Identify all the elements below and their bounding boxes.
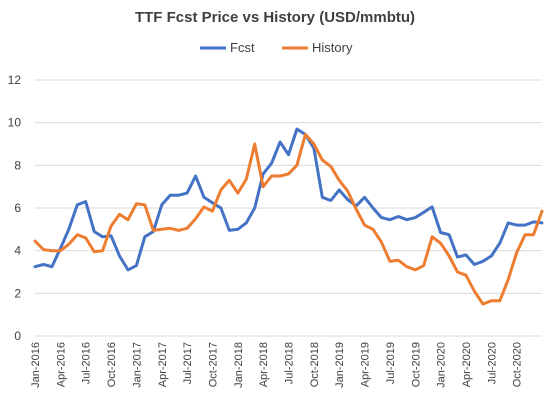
series-lines: [33, 127, 544, 306]
y-tick-label: 0: [14, 329, 21, 343]
x-tick-label: Jan-2020: [436, 342, 448, 388]
x-tick-label: Jan-2017: [131, 342, 143, 388]
legend-label-fcst: Fcst: [230, 40, 255, 55]
legend: Fcst History: [200, 40, 353, 55]
x-tick-label: Jul-2020: [486, 342, 498, 384]
y-tick-label: 12: [8, 73, 22, 87]
y-tick-label: 2: [14, 286, 21, 300]
x-tick-label: Apr-2016: [55, 342, 67, 387]
legend-item-history[interactable]: History: [282, 40, 353, 55]
legend-item-fcst[interactable]: Fcst: [200, 40, 255, 55]
x-tick-label: Jan-2019: [334, 342, 346, 388]
x-tick-label: Jul-2016: [81, 342, 93, 384]
x-tick-label: Jul-2018: [284, 342, 296, 384]
series-line-history: [33, 132, 544, 306]
x-tick-label: Oct-2017: [207, 342, 219, 387]
x-tick-label: Jul-2017: [182, 342, 194, 384]
y-tick-label: 4: [14, 244, 21, 258]
x-tick-label: Oct-2016: [106, 342, 118, 387]
x-tick-label: Apr-2017: [157, 342, 169, 387]
x-tick-label: Apr-2020: [461, 342, 473, 387]
x-tick-label: Apr-2018: [258, 342, 270, 387]
series-line-fcst: [33, 127, 544, 272]
y-axis-ticks: 0 2 4 6 8 10 12: [8, 73, 22, 343]
gridlines: [35, 79, 542, 337]
x-tick-label: Jul-2019: [385, 342, 397, 384]
x-tick-label: Oct-2018: [309, 342, 321, 387]
y-tick-label: 6: [14, 201, 21, 215]
x-tick-label: Oct-2019: [410, 342, 422, 387]
legend-label-history: History: [312, 40, 353, 55]
x-tick-label: Jan-2016: [30, 342, 42, 388]
x-tick-label: Oct-2020: [512, 342, 524, 387]
x-axis-ticks: Jan-2016 Apr-2016 Jul-2016 Oct-2016 Jan-2017…: [30, 342, 524, 388]
chart-title: TTF Fcst Price vs History (USD/mmbtu): [135, 9, 415, 26]
y-tick-label: 10: [8, 116, 22, 130]
y-tick-label: 8: [14, 158, 21, 172]
x-tick-label: Jan-2018: [233, 342, 245, 388]
x-tick-label: Apr-2019: [360, 342, 372, 387]
